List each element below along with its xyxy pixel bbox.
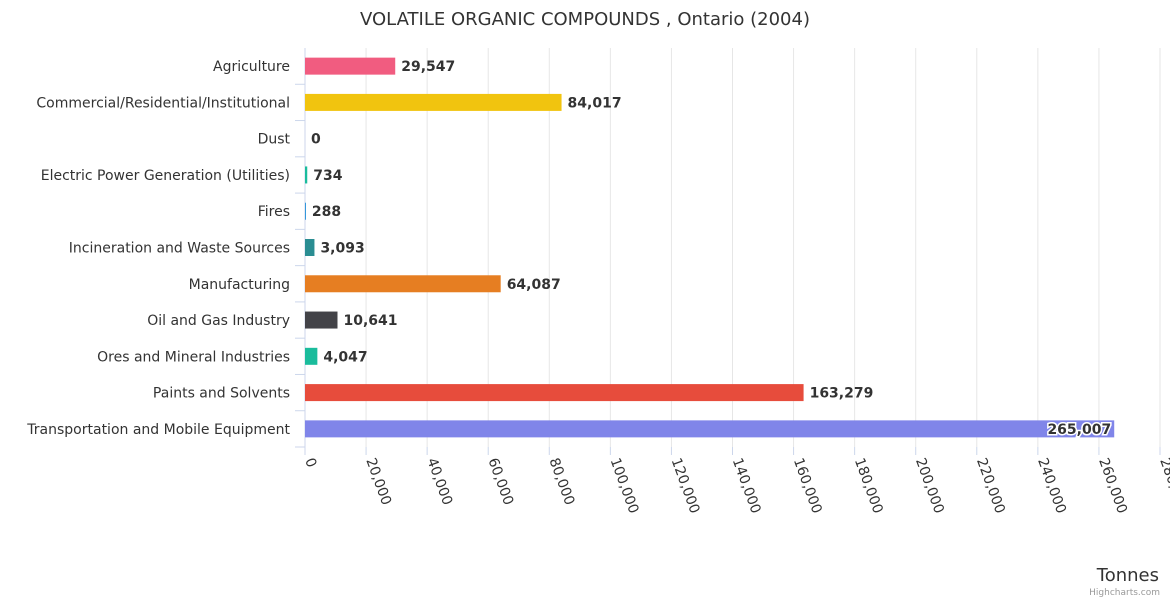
category-labels: Agriculture Commercial/Residential/Instit…	[26, 59, 305, 448]
tick-label: 0	[301, 456, 319, 470]
category-label: Dust	[258, 132, 291, 148]
data-label: 4,047	[323, 349, 367, 365]
data-label: 29,547	[401, 59, 455, 75]
bar	[305, 93, 562, 111]
data-label: 163,279	[810, 386, 874, 402]
category-label: Paints and Solvents	[153, 386, 290, 402]
chart-title: VOLATILE ORGANIC COMPOUNDS , Ontario (20…	[360, 9, 810, 30]
tick-label: 20,000	[362, 456, 394, 508]
bar	[305, 384, 804, 402]
data-label: 64,087	[507, 277, 561, 293]
tick-label: 120,000	[668, 456, 703, 516]
bar	[305, 275, 501, 293]
data-label: 288	[312, 204, 341, 220]
category-label: Electric Power Generation (Utilities)	[41, 168, 290, 184]
data-label: 10,641	[343, 313, 397, 329]
value-axis-ticks: 0 20,000 40,000 60,000 80,000 100,000 120,000 1…	[301, 447, 1170, 516]
bar	[305, 239, 315, 256]
bar	[305, 311, 338, 329]
tick-label: 220,000	[973, 456, 1008, 516]
category-label: Commercial/Residential/Institutional	[36, 95, 290, 111]
category-label: Agriculture	[213, 59, 290, 75]
credits-link[interactable]: Highcharts.com	[1089, 588, 1160, 598]
category-label: Manufacturing	[189, 277, 290, 293]
data-label: 265,007	[1047, 422, 1111, 438]
tick-label: 260,000	[1095, 456, 1130, 516]
bar	[305, 420, 1115, 438]
value-axis-title: Tonnes	[1096, 565, 1159, 586]
tick-label: 280,000	[1156, 456, 1170, 516]
tick-label: 40,000	[423, 456, 455, 508]
tick-label: 140,000	[729, 456, 764, 516]
data-label: 3,093	[320, 241, 364, 257]
bar	[305, 166, 308, 184]
bar	[305, 202, 306, 220]
category-label: Fires	[258, 204, 290, 220]
category-label: Ores and Mineral Industries	[97, 349, 290, 365]
tick-label: 60,000	[484, 456, 516, 508]
tick-label: 100,000	[607, 456, 642, 516]
category-label: Transportation and Mobile Equipment	[26, 422, 290, 438]
tick-label: 160,000	[790, 456, 825, 516]
tick-label: 200,000	[912, 456, 947, 516]
data-label: 734	[313, 168, 342, 184]
tick-label: 240,000	[1034, 456, 1069, 516]
bars	[305, 57, 1115, 438]
bar	[305, 57, 396, 75]
tick-label: 80,000	[546, 456, 578, 508]
data-label: 0	[311, 132, 321, 148]
category-label: Oil and Gas Industry	[147, 313, 290, 329]
data-label: 84,017	[568, 95, 622, 111]
data-labels: 29,547 84,017 0 734 288 3,093 64,087 10,641 4,04…	[311, 59, 1113, 439]
category-label: Incineration and Waste Sources	[69, 241, 290, 257]
bar	[305, 347, 318, 365]
tick-label: 180,000	[851, 456, 886, 516]
grid	[365, 48, 1161, 447]
